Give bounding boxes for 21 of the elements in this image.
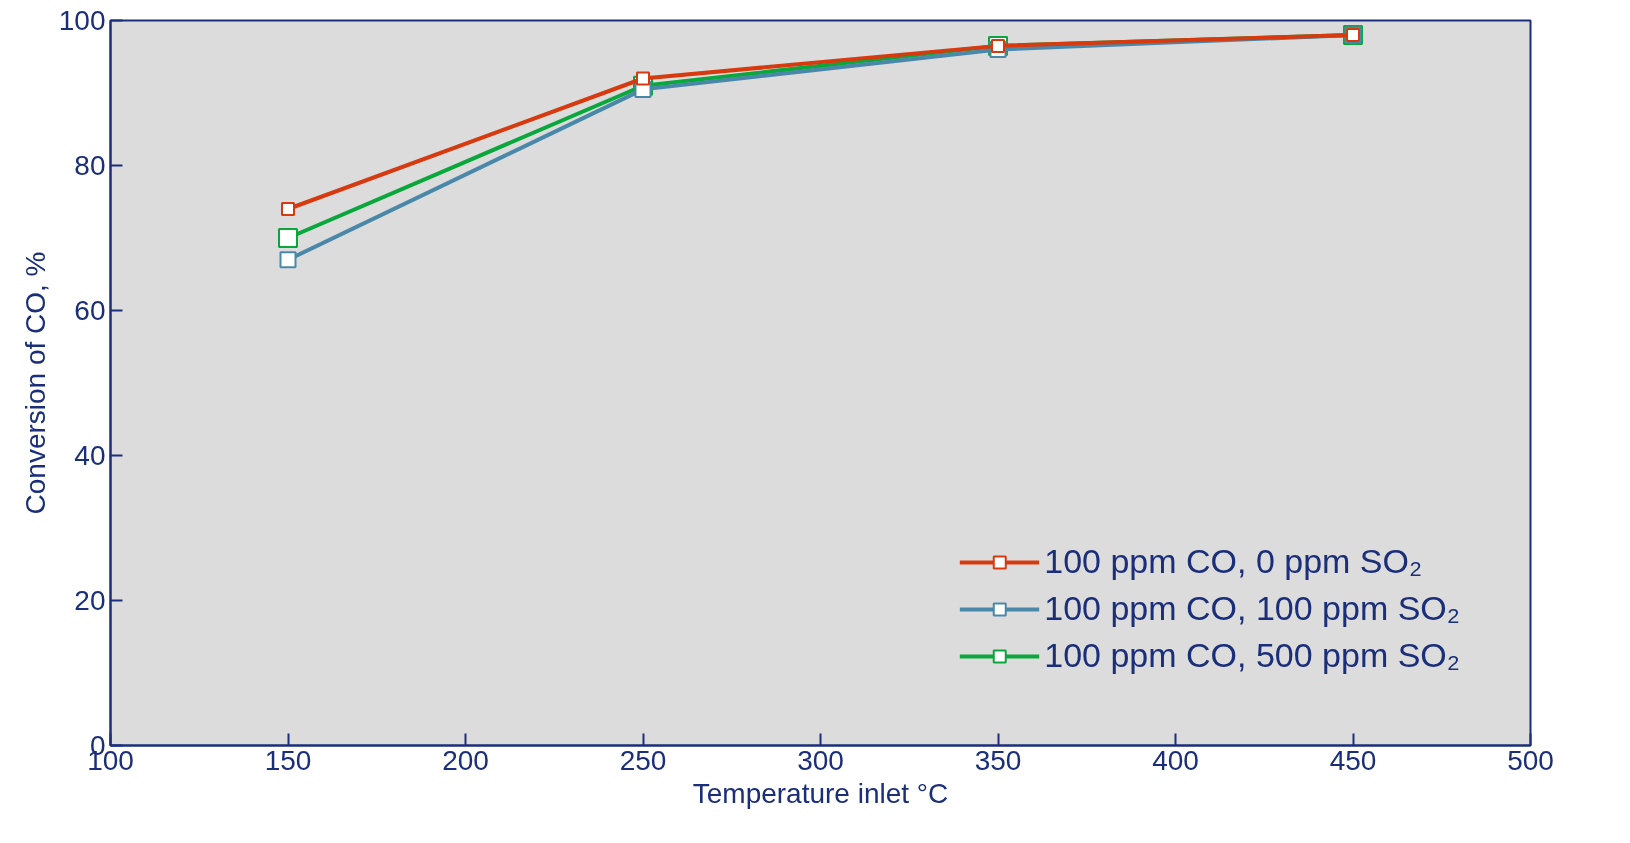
y-tick-label: 100 xyxy=(58,5,106,36)
point xyxy=(279,251,297,269)
x-axis-title: Temperature inlet °C xyxy=(692,777,949,809)
legend-label: 100 ppm CO, 100 ppm SO₂ xyxy=(1044,589,1460,628)
y-axis-title: Conversion of CO, % xyxy=(19,251,51,515)
x-tick-label: 300 xyxy=(797,744,844,776)
x-tick-label: 250 xyxy=(619,744,667,776)
x-tick-label: 150 xyxy=(264,744,312,776)
y-tick-label: 80 xyxy=(74,150,106,181)
x-tick-label: 400 xyxy=(1152,744,1199,776)
x-tick-label: 350 xyxy=(974,744,1022,776)
point xyxy=(281,202,295,216)
y-tick-label: 40 xyxy=(74,440,106,471)
x-tick-label: 450 xyxy=(1329,744,1377,776)
y-tick-label: 20 xyxy=(74,585,106,616)
x-tick-label: 200 xyxy=(442,744,489,776)
legend-label: 100 ppm CO, 0 ppm SO₂ xyxy=(1044,542,1423,581)
point xyxy=(278,228,298,248)
legend-label: 100 ppm CO, 500 ppm SO₂ xyxy=(1044,636,1460,675)
x-tick-label: 500 xyxy=(1507,744,1554,776)
y-tick-label: 60 xyxy=(74,295,106,326)
